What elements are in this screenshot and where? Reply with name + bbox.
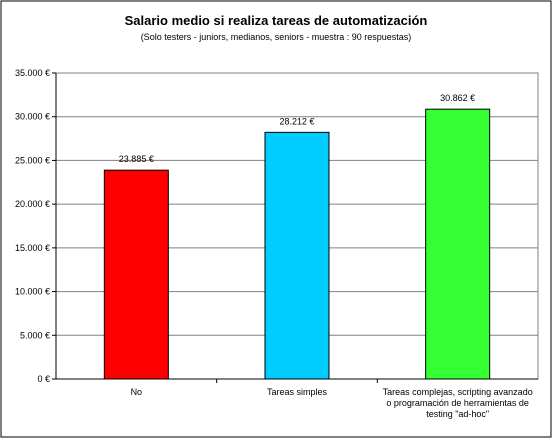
y-tick-label: 5.000 € [20,330,50,340]
category-label: No [131,387,143,397]
category-label: o programación de herramientas de [386,398,529,408]
category-label: Tareas simples [267,387,328,397]
y-tick-label: 25.000 € [15,155,50,165]
y-tick-label: 30.000 € [15,112,50,122]
y-tick-label: 10.000 € [15,287,50,297]
y-tick-label: 35.000 € [15,68,50,78]
data-label: 23.885 € [119,154,154,164]
bar [264,131,330,380]
bars [103,108,491,380]
bar [425,108,491,380]
y-tick-label: 20.000 € [15,199,50,209]
data-label: 30.862 € [440,93,475,103]
bar [103,169,169,380]
category-label: testing "ad-hoc" [426,409,489,419]
chart-subtitle: (Solo testers - juniors, medianos, senio… [141,32,412,42]
chart-title: Salario medio si realiza tareas de autom… [125,13,428,28]
labels: 0 € 5.000 € 10.000 € 15.000 € 20.000 € 25.000… [15,68,533,419]
category-label: Tareas complejas, scripting avanzado [383,387,533,397]
y-tick-label: 0 € [37,374,50,384]
y-tick-label: 15.000 € [15,243,50,253]
data-label: 28.212 € [279,116,314,126]
